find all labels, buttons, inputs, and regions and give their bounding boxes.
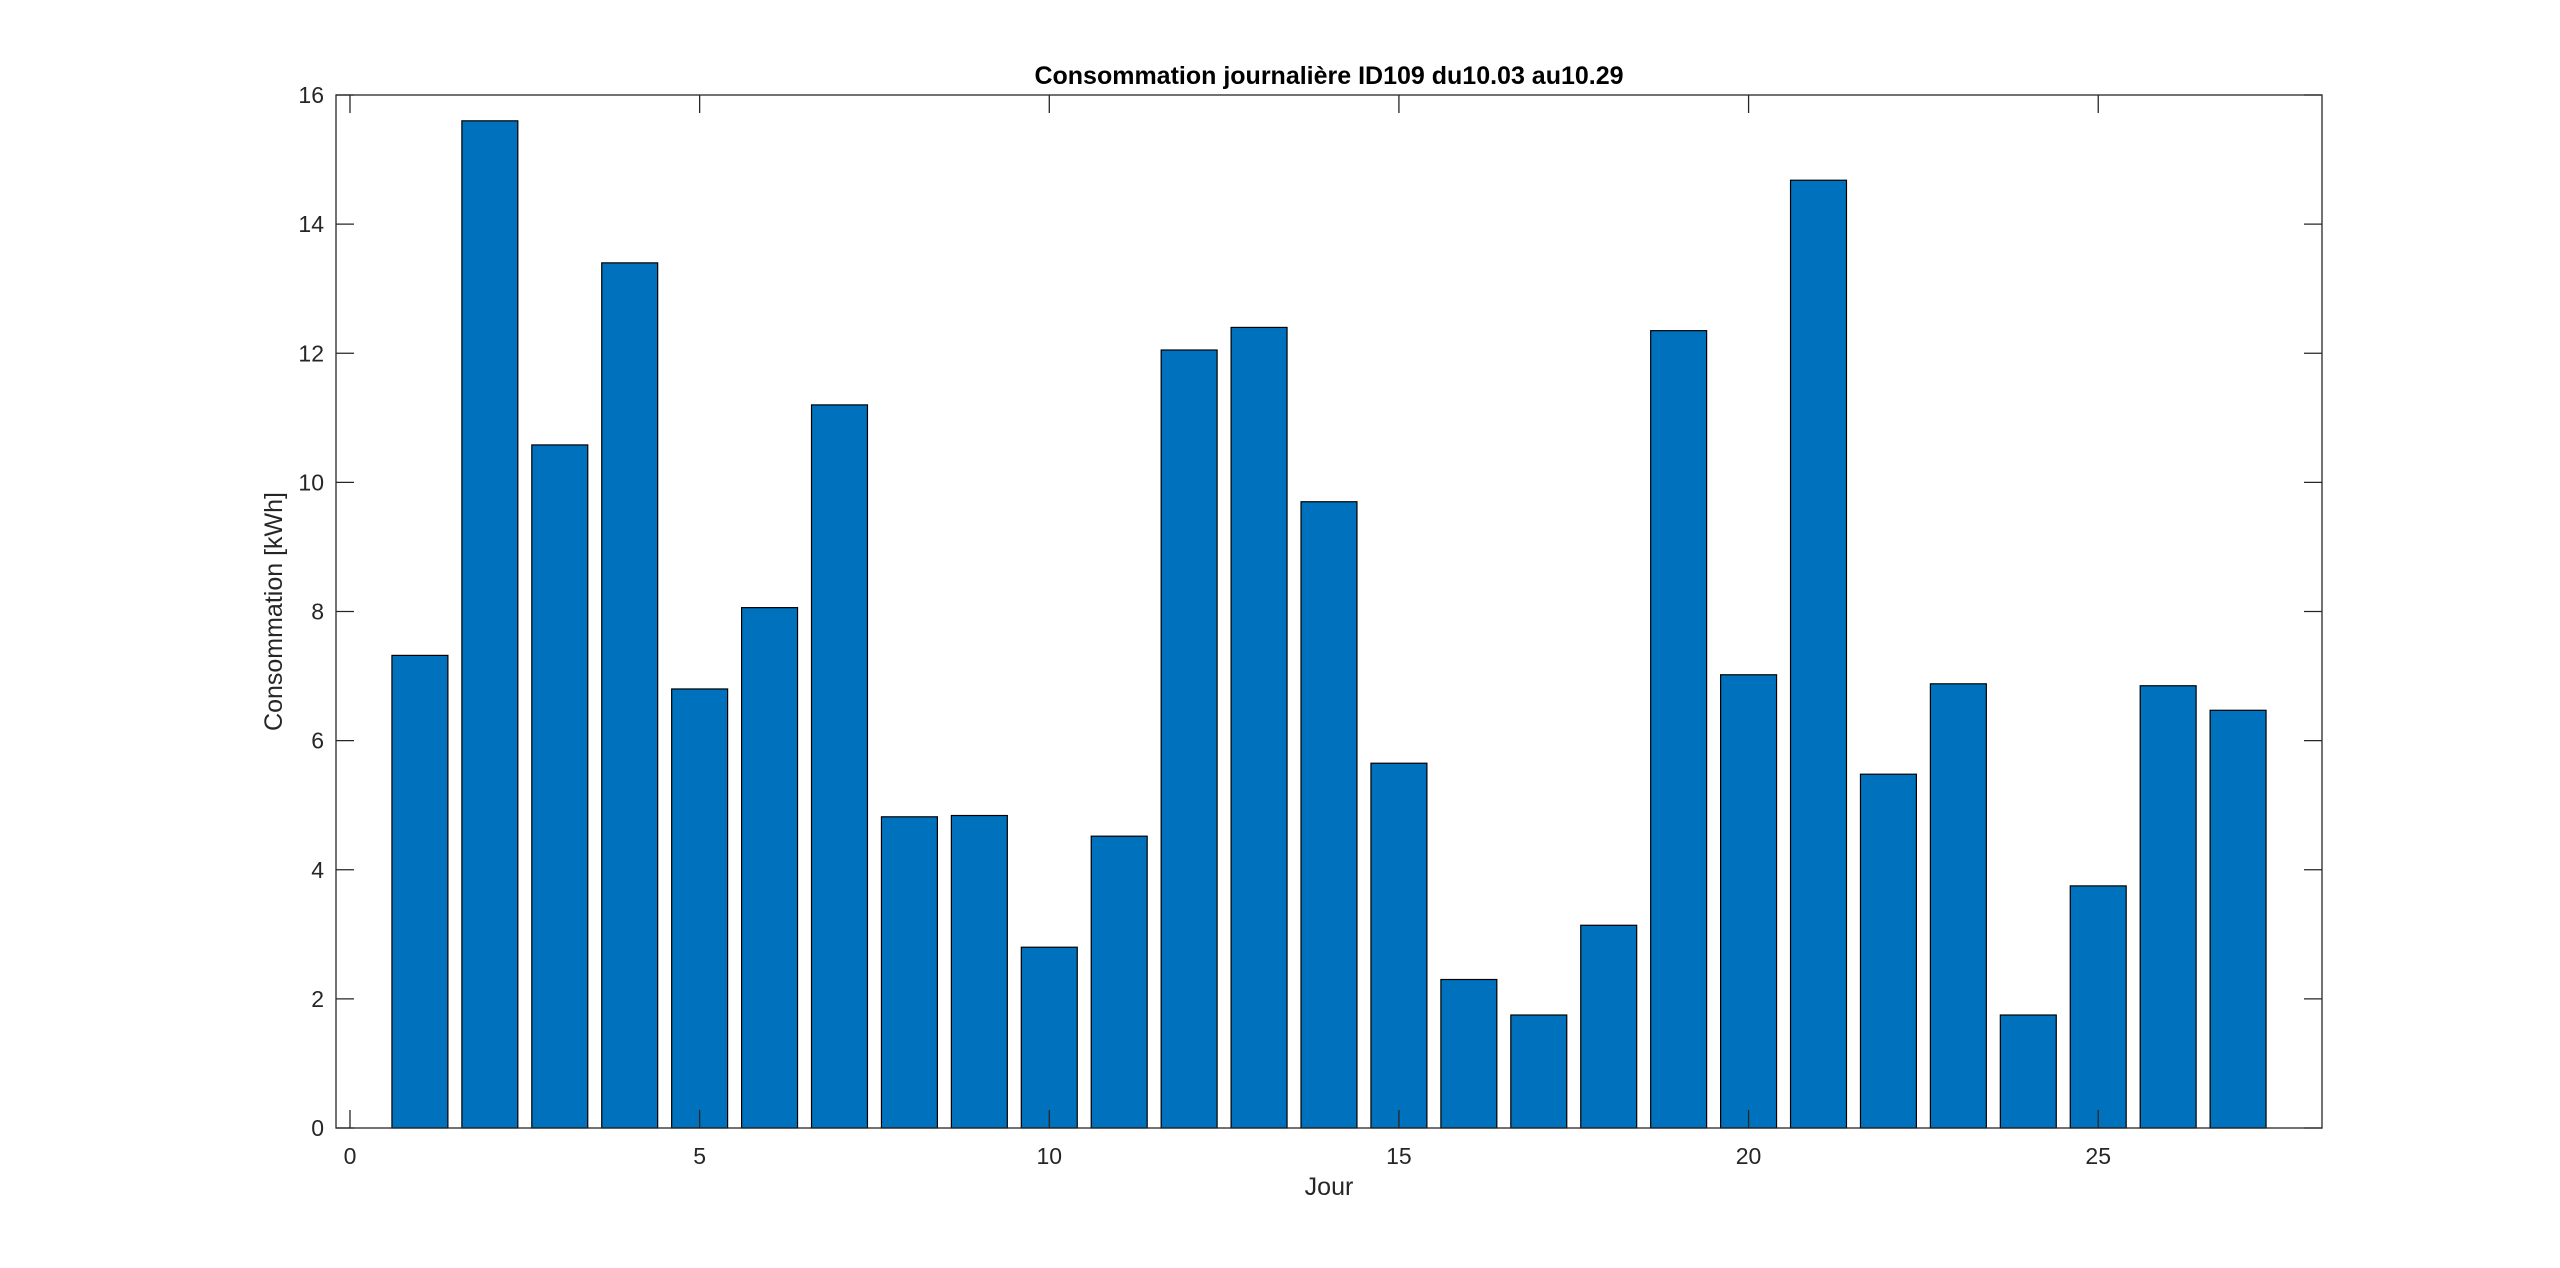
bar-20	[1720, 674, 1778, 1129]
bar-13	[1230, 326, 1288, 1129]
y-tick-label-2: 2	[311, 986, 324, 1012]
bar-23	[1929, 683, 1987, 1129]
bar-25	[2069, 885, 2127, 1129]
bar-21	[1789, 179, 1848, 1129]
x-tick-label-25: 25	[2085, 1143, 2111, 1169]
bar-18	[1580, 924, 1638, 1129]
y-tick-label-14: 14	[298, 211, 324, 237]
bar-16	[1440, 978, 1498, 1129]
chart-title: Consommation journalière ID109 du10.03 a…	[1034, 62, 1623, 90]
bar-26	[2139, 685, 2197, 1129]
bar-2	[461, 120, 519, 1129]
y-tick-label-6: 6	[311, 728, 324, 754]
bar-27	[2209, 709, 2267, 1129]
bar-6	[740, 607, 799, 1129]
y-tick-label-8: 8	[311, 599, 324, 625]
y-tick-label-12: 12	[298, 340, 324, 366]
bar-17	[1510, 1014, 1568, 1129]
x-tick-label-20: 20	[1736, 1143, 1762, 1169]
y-tick-label-16: 16	[298, 82, 324, 108]
bar-19	[1650, 330, 1708, 1129]
y-tick-label-10: 10	[298, 469, 324, 495]
x-axis-label: Jour	[1305, 1173, 1354, 1201]
bar-4	[601, 262, 659, 1129]
y-axis-label: Consommation [kWh]	[260, 492, 288, 731]
bar-1	[391, 654, 449, 1129]
bar-24	[1999, 1014, 2057, 1129]
bar-7	[810, 404, 869, 1129]
bars-group	[391, 120, 2267, 1129]
bar-12	[1160, 349, 1218, 1129]
bar-22	[1859, 773, 1918, 1129]
x-tick-label-5: 5	[693, 1143, 706, 1169]
x-tick-label-0: 0	[344, 1143, 357, 1169]
bar-9	[950, 814, 1008, 1129]
y-tick-label-0: 0	[311, 1115, 324, 1141]
x-tick-label-15: 15	[1386, 1143, 1412, 1169]
bar-15	[1370, 762, 1428, 1129]
y-tick-label-4: 4	[311, 857, 324, 883]
bar-8	[880, 816, 938, 1129]
axis-ticks: 0 5 10 15 20 25 0 2 4 6 8 10 12 14 16	[298, 82, 2322, 1169]
bar-3	[531, 444, 589, 1129]
bar-11	[1090, 835, 1148, 1129]
bar-14	[1300, 501, 1358, 1129]
bar-10	[1020, 946, 1078, 1129]
x-tick-label-10: 10	[1036, 1143, 1062, 1169]
bar-5	[671, 688, 729, 1129]
